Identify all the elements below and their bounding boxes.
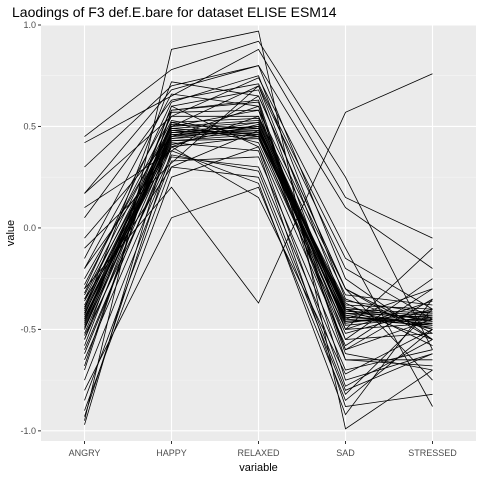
chart-title: Laodings of F3 def.E.bare for dataset EL… <box>12 4 337 20</box>
series-line <box>84 77 433 407</box>
x-tick-label: HAPPY <box>156 448 187 458</box>
y-tick-label: -1.0 <box>20 426 36 436</box>
series-line <box>84 83 433 310</box>
series-line <box>84 40 433 350</box>
y-tick-label: 0.5 <box>23 121 36 131</box>
series-line <box>84 186 433 402</box>
series-line <box>84 126 433 320</box>
series-line <box>84 156 433 371</box>
series-line <box>84 150 433 417</box>
series-line <box>84 119 433 346</box>
x-axis-label: variable <box>239 462 278 474</box>
series-line <box>84 154 433 391</box>
series-line <box>84 48 433 239</box>
series-line <box>84 115 433 306</box>
series-line <box>84 81 433 340</box>
x-axis-ticks: ANGRY HAPPY RELAXED SAD STRESSED <box>69 441 457 458</box>
series-line <box>84 142 433 407</box>
series-line <box>84 75 433 330</box>
series-line <box>84 117 433 330</box>
series-line <box>84 99 433 367</box>
y-axis-ticks: -1.0 -0.5 0.0 0.5 1.0 <box>20 20 41 436</box>
y-tick-label: 1.0 <box>23 20 36 30</box>
y-axis-label: value <box>5 220 17 246</box>
series-line <box>84 166 433 401</box>
y-tick-label: -0.5 <box>20 324 36 334</box>
x-tick-label: ANGRY <box>69 448 101 458</box>
series-line <box>84 65 433 340</box>
x-tick-label: STRESSED <box>408 448 457 458</box>
series-line <box>84 93 433 341</box>
series-line <box>84 156 433 381</box>
x-tick-label: SAD <box>336 448 355 458</box>
series-line <box>84 132 433 314</box>
series-line <box>84 105 433 347</box>
series-line <box>84 129 433 330</box>
y-tick-label: 0.0 <box>23 223 36 233</box>
series-line <box>84 73 433 304</box>
series-line <box>84 138 433 340</box>
x-tick-label: RELAXED <box>237 448 280 458</box>
series-lines <box>84 30 433 430</box>
series-line <box>84 146 433 375</box>
